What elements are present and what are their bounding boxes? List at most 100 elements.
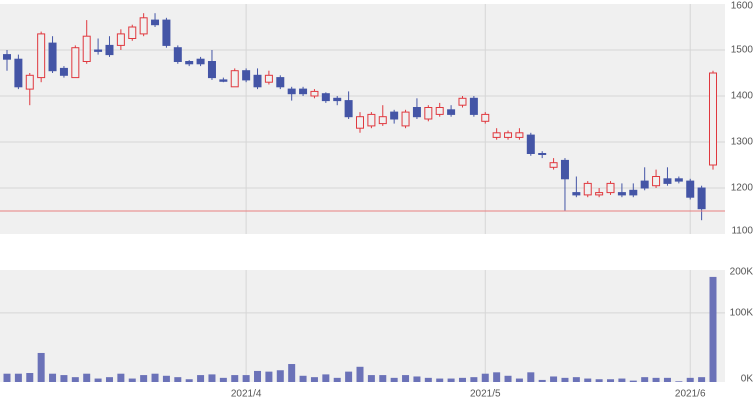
candle-body <box>481 113 490 122</box>
candle-body <box>629 189 638 196</box>
candle-body <box>253 74 262 88</box>
volume-bar <box>663 377 671 382</box>
y-tick-label: 1600 <box>731 1 754 12</box>
candle-body <box>538 153 547 155</box>
candle-body <box>652 176 661 187</box>
x-tick-label: 2021/5 <box>470 389 501 400</box>
volume-bar <box>709 276 717 382</box>
volume-bar <box>538 379 546 382</box>
candle-body <box>219 79 228 82</box>
candle-body <box>185 61 194 65</box>
candle-body <box>321 93 330 102</box>
candle-body <box>640 180 649 189</box>
volume-bar <box>219 377 227 382</box>
candle-body <box>697 187 706 210</box>
candle-body <box>276 77 285 88</box>
volume-bar <box>390 377 398 382</box>
volume-bar <box>561 377 569 382</box>
candle-body <box>401 111 410 127</box>
volume-bar <box>60 375 68 382</box>
candle-body <box>674 178 683 182</box>
volume-bar <box>641 377 649 382</box>
candle-body <box>560 159 569 180</box>
candle-body <box>458 97 467 106</box>
candle-body <box>310 90 319 97</box>
volume-bar <box>572 377 580 382</box>
volume-bar <box>128 378 136 382</box>
volume-bar <box>515 378 523 382</box>
candle-body <box>128 26 137 39</box>
volume-bar <box>288 364 296 382</box>
volume-bar <box>276 370 284 382</box>
volume-bar <box>584 378 592 382</box>
candle-body <box>595 192 604 196</box>
volume-bar <box>185 379 193 382</box>
candle-body <box>242 70 251 81</box>
volume-bar <box>550 376 558 382</box>
volume-bar <box>675 381 683 382</box>
candle-body <box>412 107 421 118</box>
candle-body <box>162 19 171 46</box>
volume-panel <box>0 270 725 382</box>
volume-bar <box>231 375 239 382</box>
candle-body <box>492 132 501 138</box>
candle-body <box>549 162 558 168</box>
candle-body <box>105 44 114 56</box>
volume-bar <box>618 378 626 382</box>
candle-body <box>82 35 91 62</box>
candle-body <box>196 58 205 65</box>
volume-bar <box>458 377 466 382</box>
candle-body <box>686 180 695 198</box>
volume-bar <box>607 379 615 382</box>
x-tick-label: 2021/4 <box>231 389 262 400</box>
volume-bar <box>629 380 637 382</box>
candle-body <box>264 74 273 83</box>
candle-body <box>25 74 34 90</box>
candle-body <box>59 67 68 76</box>
y-tick-label: 200K <box>730 267 754 278</box>
volume-bar <box>3 373 11 382</box>
candle-body <box>151 19 160 26</box>
volume-bar <box>481 373 489 382</box>
volume-bar <box>94 378 102 382</box>
candle-body <box>617 192 626 196</box>
volume-bar <box>310 377 318 382</box>
candle-body <box>94 49 103 52</box>
candle-body <box>390 111 399 120</box>
candle-body <box>469 97 478 115</box>
candle-body <box>606 182 615 194</box>
candle-body <box>287 88 296 95</box>
volume-bar <box>49 373 57 382</box>
candle-body <box>71 47 80 79</box>
volume-bar <box>504 375 512 382</box>
volume-bar <box>436 378 444 382</box>
volume-bar <box>299 375 307 382</box>
candle-body <box>207 61 216 79</box>
volume-bar <box>686 377 694 382</box>
volume-bar <box>652 377 660 382</box>
candle-body <box>367 113 376 127</box>
volume-bar <box>356 366 364 382</box>
candle-body <box>14 58 23 88</box>
volume-bar <box>208 374 216 382</box>
volume-bar <box>254 370 262 382</box>
volume-bar <box>151 373 159 382</box>
volume-bar <box>162 375 170 382</box>
volume-bar <box>322 374 330 382</box>
y-tick-label: 1400 <box>731 91 754 102</box>
volume-bar <box>14 373 22 382</box>
candle-body <box>356 116 364 129</box>
candle-body <box>173 47 182 63</box>
volume-bar <box>402 375 410 382</box>
candle-body <box>48 42 57 72</box>
volume-bar <box>595 379 603 382</box>
y-tick-label: 1200 <box>731 183 754 194</box>
volume-bar <box>242 375 250 382</box>
candle-body <box>139 17 148 35</box>
volume-bar <box>26 373 34 382</box>
volume-bar <box>698 377 706 382</box>
volume-bar <box>424 377 432 382</box>
candle-body <box>504 132 513 138</box>
volume-bar <box>105 377 113 382</box>
